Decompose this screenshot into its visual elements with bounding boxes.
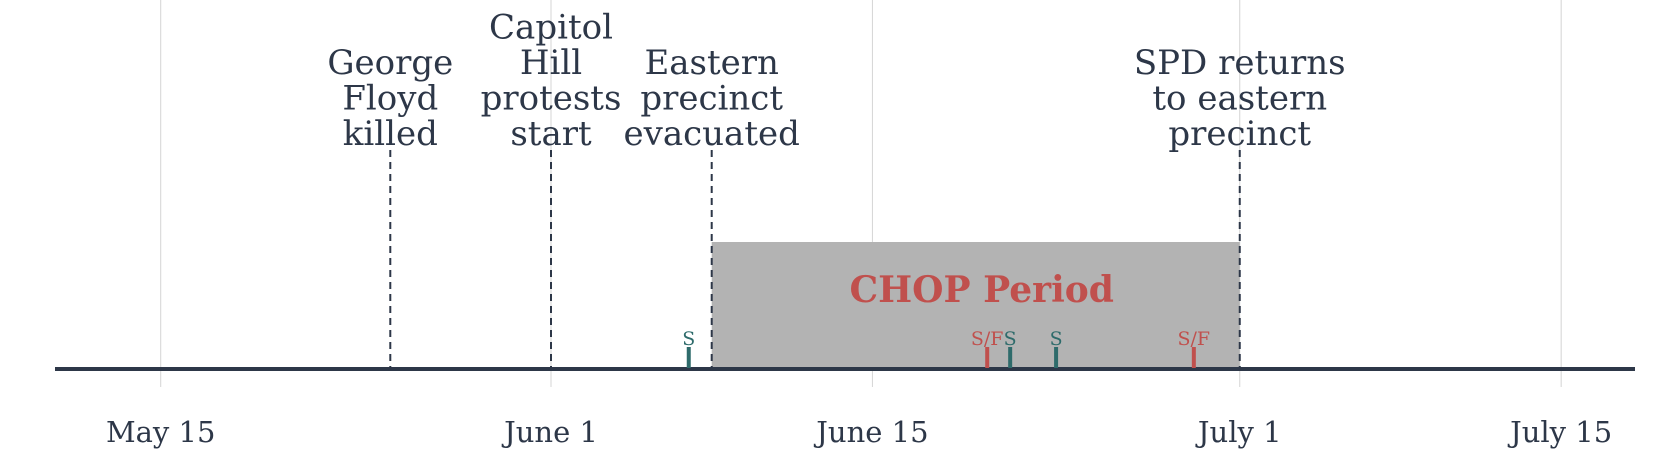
tick-label: June 1 xyxy=(501,415,598,449)
event-annotations: George Floyd killed Capitol Hill protests star… xyxy=(327,8,1346,369)
event-label-line: Floyd xyxy=(342,79,438,119)
incident-markers: S S/F S S S/F xyxy=(682,328,1210,368)
event-label-line: to eastern xyxy=(1152,79,1327,119)
tick-label: June 15 xyxy=(813,415,928,449)
event-label: George Floyd killed xyxy=(327,43,453,154)
tick-label: July 1 xyxy=(1195,415,1282,449)
marker-label: S xyxy=(1004,328,1017,350)
event-label-line: Eastern xyxy=(644,43,778,83)
event-label-line: precinct xyxy=(640,79,783,119)
event-label-line: Hill xyxy=(520,43,582,83)
marker-label: S xyxy=(1050,328,1063,350)
chop-period-label: CHOP Period xyxy=(849,269,1113,311)
event-label: Eastern precinct evacuated xyxy=(624,43,800,154)
event-label-line: George xyxy=(327,43,453,83)
event-label: SPD returns to eastern precinct xyxy=(1134,43,1346,154)
tick-labels: May 15 June 1 June 15 July 1 July 15 xyxy=(106,415,1612,449)
event-label-line: Capitol xyxy=(489,8,613,48)
tick-label: July 15 xyxy=(1507,415,1612,449)
event-label-line: protests xyxy=(481,79,622,119)
event-label-line: evacuated xyxy=(624,114,800,154)
marker-label: S/F xyxy=(1178,328,1211,350)
event-label-line: SPD returns xyxy=(1134,43,1346,83)
gridlines xyxy=(160,0,1562,387)
event-label: Capitol Hill protests start xyxy=(481,8,622,155)
marker-label: S/F xyxy=(971,328,1004,350)
tick-label: May 15 xyxy=(106,415,216,449)
event-label-line: killed xyxy=(343,114,438,154)
event-label-line: precinct xyxy=(1168,114,1311,154)
chop-period: CHOP Period xyxy=(711,242,1240,369)
marker-label: S xyxy=(682,328,695,350)
event-label-line: start xyxy=(510,114,592,154)
chop-period-band xyxy=(711,242,1240,369)
